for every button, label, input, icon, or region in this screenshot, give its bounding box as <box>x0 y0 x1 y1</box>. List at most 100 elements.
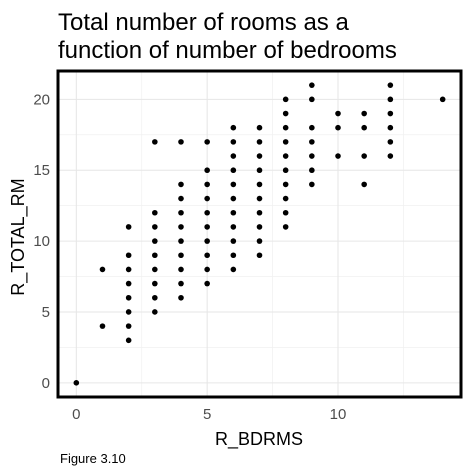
data-point <box>152 238 158 244</box>
data-point <box>361 181 367 188</box>
data-point <box>361 153 367 159</box>
chart-title-line-2: function of number of bedrooms <box>58 37 397 64</box>
data-point <box>204 181 210 188</box>
data-point <box>178 294 184 301</box>
data-point <box>230 224 237 230</box>
data-point <box>204 167 210 174</box>
data-point <box>204 224 210 230</box>
data-point <box>125 294 132 301</box>
data-point <box>204 280 210 287</box>
data-point <box>387 82 394 88</box>
data-point <box>309 82 315 88</box>
y-tick-label: 10 <box>33 233 50 250</box>
data-point <box>99 266 106 273</box>
data-point <box>256 195 263 202</box>
data-point <box>204 195 210 202</box>
data-point <box>152 266 158 273</box>
data-point <box>282 153 289 159</box>
data-point <box>282 167 289 174</box>
data-point <box>125 337 132 344</box>
data-point <box>309 124 315 131</box>
x-tick-label: 5 <box>203 406 211 423</box>
data-point <box>256 209 263 216</box>
y-tick-label: 5 <box>42 304 50 321</box>
data-point <box>204 238 210 244</box>
data-point <box>230 252 237 259</box>
x-tick-label: 0 <box>72 406 80 423</box>
data-point <box>256 153 263 159</box>
data-point <box>282 181 289 188</box>
data-point <box>230 238 237 244</box>
data-point <box>152 139 158 145</box>
data-point <box>230 209 237 216</box>
data-point <box>204 139 210 145</box>
data-point <box>282 209 289 216</box>
data-point <box>125 280 132 287</box>
data-point <box>387 96 394 103</box>
grid-lines <box>58 71 461 397</box>
data-point <box>152 209 158 216</box>
data-point <box>178 252 184 259</box>
data-point <box>230 153 237 159</box>
data-point <box>282 124 289 131</box>
data-point <box>152 309 158 315</box>
data-point <box>335 153 341 159</box>
data-point <box>309 181 315 188</box>
data-point <box>282 139 289 145</box>
data-point <box>204 252 210 259</box>
data-point <box>125 224 132 230</box>
data-point <box>178 280 184 287</box>
data-point <box>256 252 263 259</box>
data-point <box>309 167 315 174</box>
data-point <box>204 209 210 216</box>
data-point <box>73 380 80 386</box>
data-point <box>335 124 341 131</box>
data-point <box>282 110 289 117</box>
x-tick-labels: 0 5 10 <box>72 406 346 423</box>
data-point <box>256 181 263 188</box>
data-point <box>282 195 289 202</box>
data-point <box>387 153 394 159</box>
x-tick-label: 10 <box>330 406 347 423</box>
data-point <box>178 139 184 145</box>
data-point <box>152 280 158 287</box>
data-point <box>125 309 132 315</box>
data-point <box>230 181 237 188</box>
data-point <box>99 323 106 329</box>
data-point <box>125 266 132 273</box>
data-point <box>152 224 158 230</box>
data-point <box>387 124 394 131</box>
data-point <box>282 96 289 103</box>
y-tick-labels: 0 5 10 15 20 <box>33 91 50 391</box>
data-point <box>282 224 289 230</box>
data-point <box>230 167 237 174</box>
data-point <box>178 238 184 244</box>
y-tick-label: 15 <box>33 162 50 179</box>
data-point <box>439 96 446 103</box>
data-point <box>256 238 263 244</box>
y-tick-label: 20 <box>33 91 50 108</box>
data-point <box>230 266 237 273</box>
data-point <box>178 224 184 230</box>
data-point <box>361 124 367 131</box>
data-point <box>152 294 158 301</box>
data-point <box>361 110 367 117</box>
data-point <box>152 252 158 259</box>
data-point <box>178 181 184 188</box>
data-point <box>178 195 184 202</box>
data-point <box>309 139 315 145</box>
data-point <box>256 224 263 230</box>
y-tick-label: 0 <box>42 375 50 392</box>
figure-caption: Figure 3.10 <box>60 451 126 466</box>
data-point <box>387 110 394 117</box>
data-point <box>204 266 210 273</box>
chart-title-line-1: Total number of rooms as a <box>58 9 349 36</box>
data-point <box>309 153 315 159</box>
data-point <box>125 323 132 329</box>
plot-frame <box>56 69 463 399</box>
data-points <box>73 82 446 386</box>
data-point <box>230 195 237 202</box>
data-point <box>256 124 263 131</box>
data-point <box>256 167 263 174</box>
